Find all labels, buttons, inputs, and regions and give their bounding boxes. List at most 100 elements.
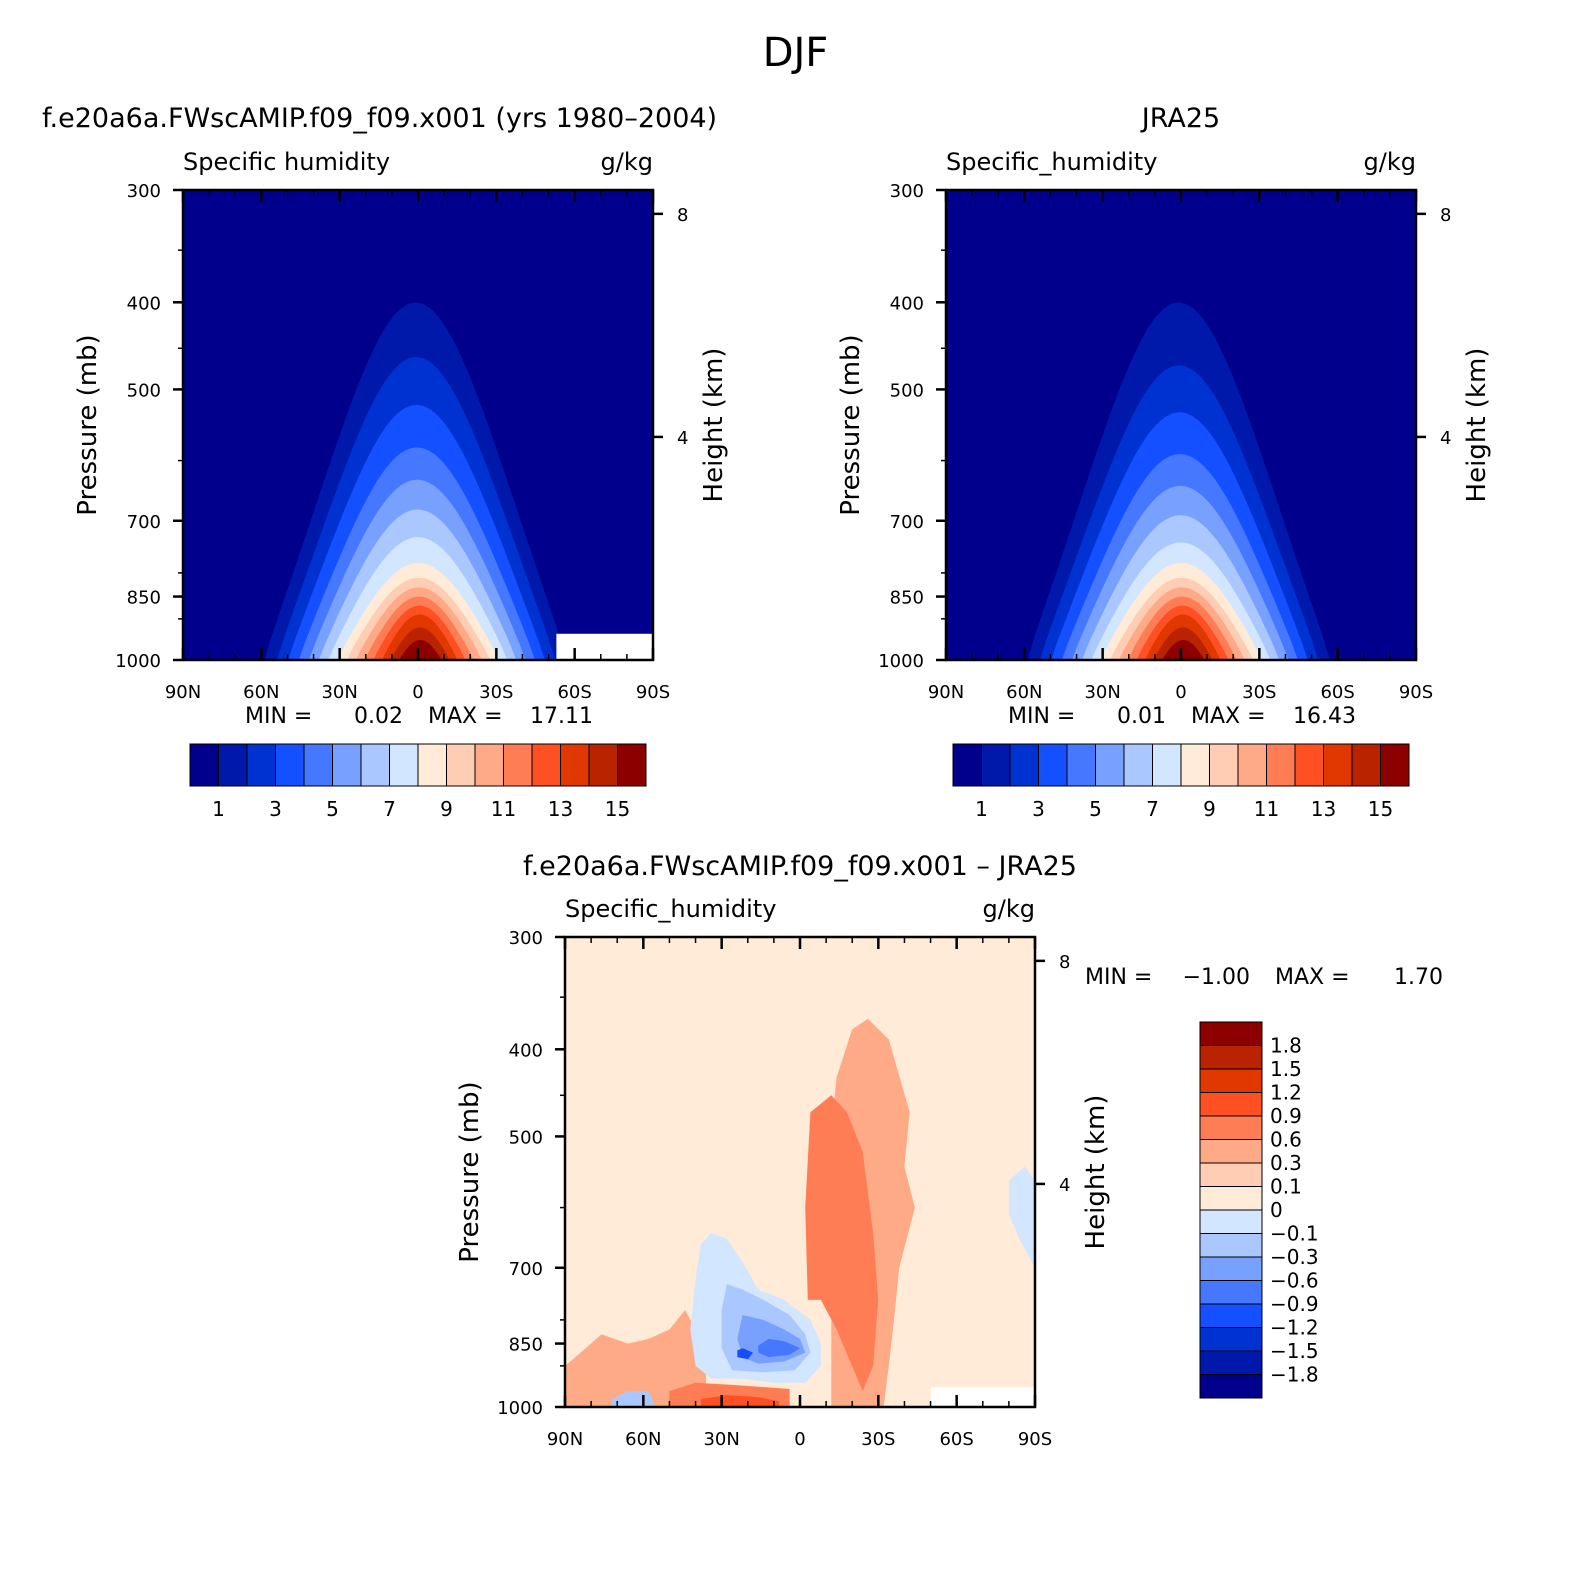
panel3-colorbar: 1.81.51.20.90.60.30.10−0.1−0.3−0.6−0.9−1… xyxy=(1199,1021,1319,1399)
p2-xtick-label: 60N xyxy=(1006,682,1042,703)
p3-colorbar-label: −0.1 xyxy=(1270,1222,1319,1246)
p3-colorbar-box xyxy=(1199,1139,1263,1164)
panel3-variable-label: Specific_humidity xyxy=(565,895,776,923)
p3-region-neg-0.9 xyxy=(737,1348,753,1360)
p3-y2tick-label: 8 xyxy=(1059,952,1070,973)
panel1-max-value: 17.11 xyxy=(530,704,593,729)
p3-colorbar-box xyxy=(1199,1350,1263,1375)
panel2-max-value: 16.43 xyxy=(1293,704,1356,729)
p1-colorbar-box xyxy=(474,743,504,787)
p1-xtick-label: 30S xyxy=(479,682,513,703)
p3-colorbar-label: −0.3 xyxy=(1270,1245,1319,1269)
p1-contour-level-15 xyxy=(399,640,442,660)
p2-xtick-label: 0 xyxy=(1175,682,1186,703)
p3-colorbar-label: 0.3 xyxy=(1270,1151,1302,1175)
p1-y2tick-label: 8 xyxy=(677,205,688,226)
p3-colorbar-label: 0 xyxy=(1270,1198,1283,1222)
panel3-header: f.e20a6a.FWscAMIP.f09_f09.x001 – JRA25 xyxy=(523,851,1077,882)
p1-colorbar-label: 9 xyxy=(440,797,453,821)
p1-ytick-label: 500 xyxy=(127,380,161,401)
p1-colorbar-box xyxy=(360,743,390,787)
panel2-max-label: MAX = xyxy=(1191,704,1266,729)
p1-colorbar-box xyxy=(303,743,333,787)
panel1-units-label: g/kg xyxy=(601,148,653,176)
p2-colorbar-box xyxy=(1095,743,1125,787)
p3-region-pos-0.3 xyxy=(805,1095,879,1392)
p2-xtick-label: 30S xyxy=(1242,682,1276,703)
panel3-min-value: −1.00 xyxy=(1183,965,1250,990)
p2-colorbar-label: 13 xyxy=(1311,797,1336,821)
panel3-stats: MIN = −1.00 MAX = 1.70 xyxy=(1085,965,1443,990)
p2-colorbar-box xyxy=(952,743,982,787)
panel3-ylabel: Pressure (mb) xyxy=(455,1081,485,1262)
p3-region-neg-0.6 xyxy=(758,1338,800,1358)
panel2-colorbar: 1 3 5 7 9 11 13 15 xyxy=(952,743,1410,821)
panel1-field xyxy=(183,190,653,660)
p2-colorbar-label: 9 xyxy=(1203,797,1216,821)
p3-colorbar-box xyxy=(1199,1256,1263,1281)
p3-colorbar-label: 1.2 xyxy=(1270,1081,1302,1105)
p3-colorbar-label: −1.2 xyxy=(1270,1316,1319,1340)
p2-colorbar-box xyxy=(1066,743,1096,787)
p2-ytick-label: 500 xyxy=(890,380,924,401)
p2-contour-level-15 xyxy=(1162,640,1205,660)
p3-colorbar-box xyxy=(1199,1374,1263,1399)
p1-xtick-label: 90S xyxy=(636,682,670,703)
p1-colorbar-box xyxy=(275,743,305,787)
panel2-field xyxy=(946,190,1416,660)
p3-colorbar-label: 1.5 xyxy=(1270,1057,1302,1081)
p1-colorbar-box xyxy=(617,743,647,787)
p1-colorbar-label: 5 xyxy=(326,797,339,821)
p1-xtick-label: 0 xyxy=(412,682,423,703)
p3-colorbar-box xyxy=(1199,1186,1263,1211)
p3-colorbar-box xyxy=(1199,1021,1263,1046)
p1-y2tick-label: 4 xyxy=(677,428,688,449)
p1-xtick-label: 60S xyxy=(557,682,591,703)
p1-ytick-label: 850 xyxy=(127,588,161,609)
p2-colorbar-label: 1 xyxy=(975,797,988,821)
p3-xtick-label: 60N xyxy=(625,1429,661,1450)
p3-colorbar-box xyxy=(1199,1209,1263,1234)
p2-xtick-label: 90S xyxy=(1399,682,1433,703)
p2-colorbar-box xyxy=(1380,743,1410,787)
p1-colorbar-label: 7 xyxy=(383,797,396,821)
p3-colorbar-box xyxy=(1199,1233,1263,1258)
p2-colorbar-box xyxy=(1294,743,1324,787)
p3-colorbar-box xyxy=(1199,1068,1263,1093)
p2-ytick-label: 1000 xyxy=(878,651,924,672)
panel2-header: JRA25 xyxy=(1140,103,1220,134)
panel1-header: f.e20a6a.FWscAMIP.f09_f09.x001 (yrs 1980… xyxy=(42,103,717,134)
p3-colorbar-label: −0.6 xyxy=(1270,1269,1319,1293)
p2-colorbar-label: 5 xyxy=(1089,797,1102,821)
p1-colorbar-label: 1 xyxy=(212,797,225,821)
p3-colorbar-box xyxy=(1199,1045,1263,1070)
p3-colorbar-label: 1.8 xyxy=(1270,1034,1302,1058)
panel1-ylabel: Pressure (mb) xyxy=(73,334,103,515)
p2-colorbar-label: 7 xyxy=(1146,797,1159,821)
p3-ytick-label: 700 xyxy=(509,1259,543,1280)
p3-y2tick-label: 4 xyxy=(1059,1175,1070,1196)
p1-colorbar-box xyxy=(246,743,276,787)
p2-ytick-label: 850 xyxy=(890,588,924,609)
p1-colorbar-box xyxy=(588,743,618,787)
p3-colorbar-box xyxy=(1199,1303,1263,1328)
p3-colorbar-label: 0.6 xyxy=(1270,1128,1302,1152)
panel1-colorbar: 1 3 5 7 9 11 13 15 xyxy=(189,743,647,821)
panel1-min-value: 0.02 xyxy=(354,704,403,729)
p1-colorbar-label: 11 xyxy=(491,797,516,821)
p3-colorbar-label: −1.8 xyxy=(1270,1363,1319,1387)
p1-xtick-label: 90N xyxy=(165,682,201,703)
page-title: DJF xyxy=(762,30,829,76)
p2-xtick-label: 30N xyxy=(1084,682,1120,703)
p1-colorbar-box xyxy=(560,743,590,787)
p3-xtick-label: 90S xyxy=(1018,1429,1052,1450)
panel2-variable-label: Specific_humidity xyxy=(946,148,1157,176)
p3-xtick-label: 60S xyxy=(939,1429,973,1450)
panel1-variable-label: Specific humidity xyxy=(183,148,390,176)
p1-ytick-label: 700 xyxy=(127,512,161,533)
p1-colorbar-box xyxy=(389,743,419,787)
panel2: Specific_humidity g/kg 30040050070085010… xyxy=(836,148,1492,821)
panel2-units-label: g/kg xyxy=(1364,148,1416,176)
p2-colorbar-label: 11 xyxy=(1254,797,1279,821)
p2-y2tick-label: 4 xyxy=(1440,428,1451,449)
